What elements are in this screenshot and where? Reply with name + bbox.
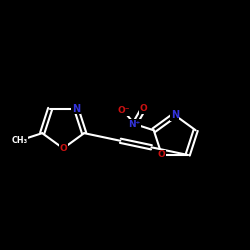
Text: CH₃: CH₃	[11, 136, 27, 145]
Text: O: O	[59, 144, 67, 153]
Text: O⁻: O⁻	[117, 106, 130, 115]
Text: N: N	[72, 104, 80, 114]
Text: N⁺: N⁺	[128, 120, 141, 128]
Text: O: O	[140, 104, 147, 114]
Text: N: N	[171, 110, 179, 120]
Text: O: O	[158, 150, 166, 160]
